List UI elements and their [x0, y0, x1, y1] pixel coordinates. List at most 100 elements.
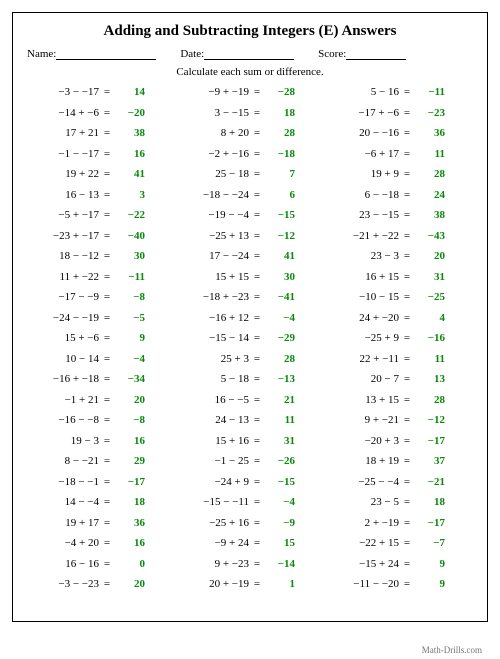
problem-row: −25 − −4=−21: [327, 472, 473, 493]
equals-sign: =: [399, 86, 415, 98]
problem-row: 5 − 16=−11: [327, 82, 473, 103]
expression: −19 − −4: [177, 209, 249, 221]
expression: −24 + 9: [177, 476, 249, 488]
expression: −3 − −23: [27, 578, 99, 590]
equals-sign: =: [99, 291, 115, 303]
equals-sign: =: [399, 209, 415, 221]
answer: −7: [415, 537, 445, 549]
expression: −16 − −8: [27, 414, 99, 426]
equals-sign: =: [249, 127, 265, 139]
answer: 11: [265, 414, 295, 426]
page-title: Adding and Subtracting Integers (E) Answ…: [27, 23, 473, 40]
answer: −28: [265, 86, 295, 98]
problem-row: 9 + −21=−12: [327, 410, 473, 431]
problem-row: 6 − −18=24: [327, 185, 473, 206]
problem-row: 8 − −21=29: [27, 451, 173, 472]
answer: −34: [115, 373, 145, 385]
equals-sign: =: [249, 332, 265, 344]
expression: −15 − 14: [177, 332, 249, 344]
problem-row: −3 − −23=20: [27, 574, 173, 595]
equals-sign: =: [99, 435, 115, 447]
name-field: Name:: [27, 48, 156, 60]
answer: 18: [115, 496, 145, 508]
equals-sign: =: [99, 168, 115, 180]
problem-row: −18 − −1=−17: [27, 472, 173, 493]
equals-sign: =: [249, 578, 265, 590]
problem-row: −24 + 9=−15: [177, 472, 323, 493]
problem-row: 20 − 7=13: [327, 369, 473, 390]
expression: 20 + −19: [177, 578, 249, 590]
problem-row: −18 − −24=6: [177, 185, 323, 206]
equals-sign: =: [99, 414, 115, 426]
equals-sign: =: [399, 373, 415, 385]
problem-row: 3 − −15=18: [177, 103, 323, 124]
answer: −12: [265, 230, 295, 242]
equals-sign: =: [399, 250, 415, 262]
equals-sign: =: [399, 476, 415, 488]
expression: 19 + 9: [327, 168, 399, 180]
answer: 16: [115, 435, 145, 447]
equals-sign: =: [399, 578, 415, 590]
equals-sign: =: [99, 558, 115, 570]
equals-sign: =: [99, 373, 115, 385]
expression: 8 + 20: [177, 127, 249, 139]
expression: −17 − −9: [27, 291, 99, 303]
problem-row: −1 − 25=−26: [177, 451, 323, 472]
problem-row: 20 + −19=1: [177, 574, 323, 595]
answer: 13: [415, 373, 445, 385]
answer: −25: [415, 291, 445, 303]
problem-row: −6 + 17=11: [327, 144, 473, 165]
problem-row: −25 + 9=−16: [327, 328, 473, 349]
answer: 37: [415, 455, 445, 467]
problem-row: 16 + 15=31: [327, 267, 473, 288]
problem-row: 9 + −23=−14: [177, 554, 323, 575]
equals-sign: =: [99, 271, 115, 283]
answer: −16: [415, 332, 445, 344]
answer: 28: [265, 127, 295, 139]
problem-row: −17 + −6=−23: [327, 103, 473, 124]
problem-row: 13 + 15=28: [327, 390, 473, 411]
answer: 41: [265, 250, 295, 262]
expression: −25 + 16: [177, 517, 249, 529]
problem-row: 15 + 15=30: [177, 267, 323, 288]
answer: 9: [415, 558, 445, 570]
expression: −24 − −19: [27, 312, 99, 324]
problem-row: −16 + −18=−34: [27, 369, 173, 390]
expression: 20 − −16: [327, 127, 399, 139]
equals-sign: =: [249, 86, 265, 98]
equals-sign: =: [99, 127, 115, 139]
equals-sign: =: [249, 189, 265, 201]
problem-row: 11 + −22=−11: [27, 267, 173, 288]
expression: 22 + −11: [327, 353, 399, 365]
problem-row: −24 − −19=−5: [27, 308, 173, 329]
problem-row: 19 + 9=28: [327, 164, 473, 185]
name-line: [56, 49, 156, 60]
answer: 41: [115, 168, 145, 180]
equals-sign: =: [99, 455, 115, 467]
equals-sign: =: [399, 394, 415, 406]
expression: 5 − 18: [177, 373, 249, 385]
answer: −23: [415, 107, 445, 119]
problem-row: 19 + 22=41: [27, 164, 173, 185]
expression: 16 − −5: [177, 394, 249, 406]
expression: 15 + 16: [177, 435, 249, 447]
answer: 9: [115, 332, 145, 344]
expression: −15 − −11: [177, 496, 249, 508]
answer: 16: [115, 537, 145, 549]
equals-sign: =: [249, 476, 265, 488]
answer: −15: [265, 209, 295, 221]
problem-row: −15 − −11=−4: [177, 492, 323, 513]
answer: 18: [265, 107, 295, 119]
answer: −26: [265, 455, 295, 467]
problem-row: 15 + −6=9: [27, 328, 173, 349]
problem-row: −15 + 24=9: [327, 554, 473, 575]
problem-row: 25 + 3=28: [177, 349, 323, 370]
equals-sign: =: [99, 476, 115, 488]
problem-row: −14 + −6=−20: [27, 103, 173, 124]
problem-row: −20 + 3=−17: [327, 431, 473, 452]
expression: −25 − −4: [327, 476, 399, 488]
equals-sign: =: [399, 230, 415, 242]
expression: −15 + 24: [327, 558, 399, 570]
equals-sign: =: [249, 435, 265, 447]
equals-sign: =: [99, 517, 115, 529]
